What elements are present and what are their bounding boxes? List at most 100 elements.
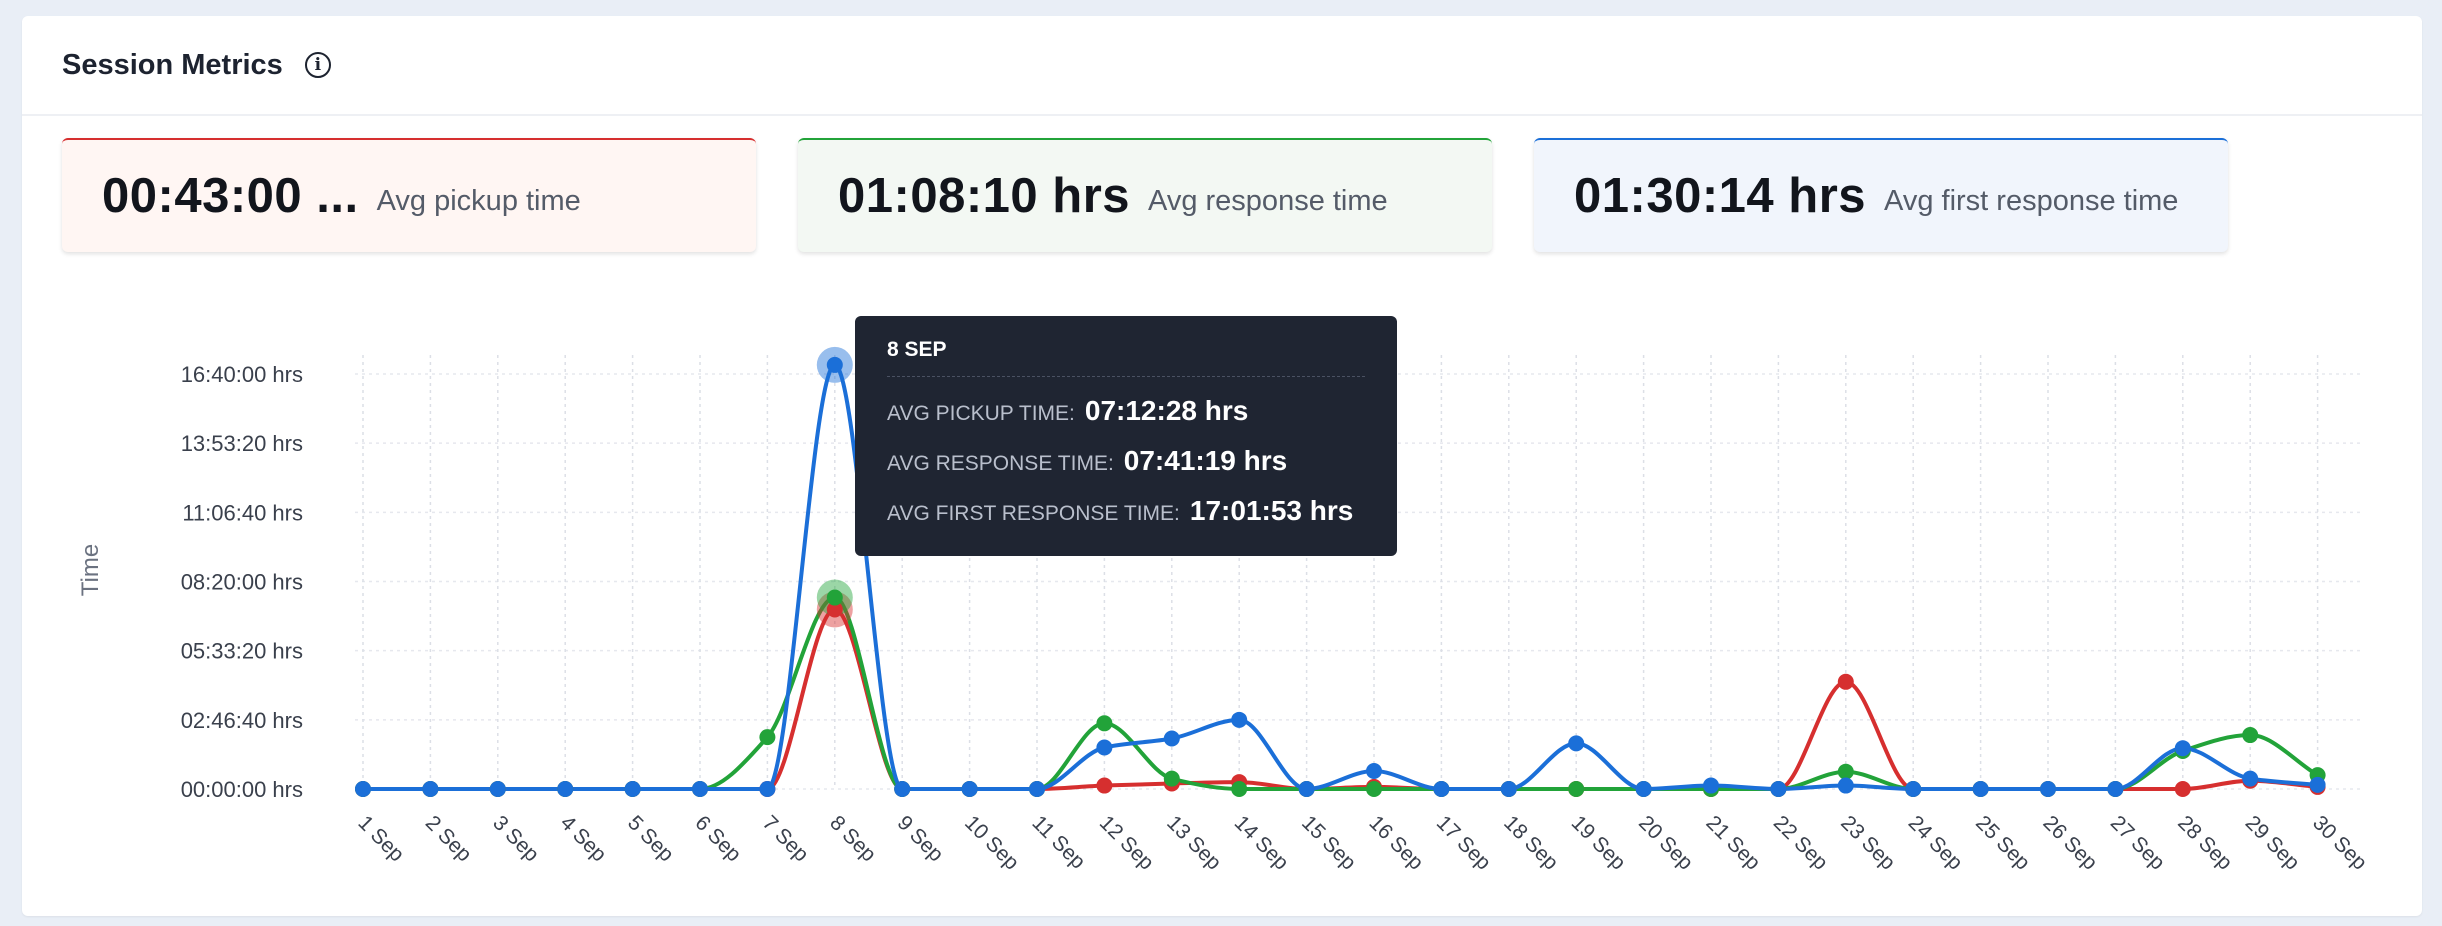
x-tick-label: 11 Sep — [1027, 811, 1089, 873]
data-point — [1163, 730, 1180, 747]
data-point — [1837, 763, 1854, 780]
data-point — [1163, 770, 1180, 787]
x-tick-label: 24 Sep — [1904, 811, 1967, 874]
data-point — [624, 781, 641, 797]
data-point — [1905, 781, 1922, 797]
x-tick-label: 16 Sep — [1364, 811, 1427, 874]
data-point — [1837, 777, 1854, 794]
x-tick-label: 20 Sep — [1634, 811, 1697, 874]
data-point — [826, 601, 843, 618]
y-tick-label: 11:06:40 hrs — [182, 500, 303, 525]
data-point — [1500, 781, 1517, 797]
info-icon[interactable]: i — [304, 52, 331, 78]
data-point — [1837, 673, 1854, 690]
data-point — [1096, 739, 1113, 756]
data-point — [1366, 781, 1382, 797]
x-tick-label: 27 Sep — [2106, 811, 2169, 874]
y-tick-label: 00:00:00 hrs — [181, 777, 303, 802]
data-point — [894, 781, 911, 797]
data-point — [1096, 777, 1113, 794]
data-point — [355, 781, 371, 797]
tooltip-value: 07:41:19 hrs — [1123, 445, 1288, 476]
data-point — [1096, 715, 1113, 732]
x-tick-label: 1 Sep — [353, 811, 408, 866]
data-point — [1298, 781, 1315, 797]
data-point — [1770, 781, 1787, 797]
tooltip-row-pickup: AVG PICKUP TIME: 07:12:28 hrs — [887, 395, 1365, 427]
data-point — [1568, 735, 1585, 752]
kpi-avg-first-response-time: 01:30:14 hrs Avg first response time — [1534, 138, 2228, 252]
tooltip-row-first-response: AVG FIRST RESPONSE TIME: 17:01:53 hrs — [887, 495, 1365, 527]
data-point — [1433, 781, 1450, 797]
tooltip-date: 8 SEP — [887, 338, 1365, 377]
kpi-label: Avg response time — [1148, 184, 1388, 217]
y-tick-label: 13:53:20 hrs — [181, 431, 303, 456]
x-tick-label: 14 Sep — [1230, 811, 1293, 874]
data-point — [961, 781, 978, 797]
x-tick-label: 15 Sep — [1297, 811, 1360, 874]
tooltip-value: 17:01:53 hrs — [1189, 495, 1354, 526]
kpi-value: 00:43:00 ... — [102, 169, 359, 223]
data-point — [2174, 781, 2191, 797]
x-tick-label: 12 Sep — [1095, 811, 1158, 874]
x-tick-label: 25 Sep — [1971, 811, 2034, 874]
data-point — [1635, 781, 1652, 797]
data-point — [1972, 781, 1989, 797]
x-tick-label: 26 Sep — [2038, 811, 2101, 874]
data-point — [826, 356, 843, 373]
panel-header: Session Metrics i — [22, 16, 2422, 116]
data-point — [759, 781, 776, 797]
x-tick-label: 7 Sep — [758, 811, 813, 866]
series-line-1 — [362, 595, 2319, 792]
y-tick-label: 08:20:00 hrs — [181, 570, 303, 595]
tooltip-label: AVG PICKUP TIME: — [887, 402, 1075, 425]
x-tick-label: 3 Sep — [488, 811, 543, 866]
x-tick-label: 2 Sep — [421, 811, 476, 866]
x-tick-label: 23 Sep — [1836, 811, 1899, 874]
x-tick-label: 13 Sep — [1162, 811, 1225, 874]
data-point — [1568, 781, 1585, 797]
y-tick-label: 02:46:40 hrs — [181, 708, 303, 733]
tooltip-label: AVG RESPONSE TIME: — [887, 452, 1114, 475]
kpi-label: Avg pickup time — [376, 184, 581, 217]
kpi-value: 01:08:10 hrs — [838, 169, 1131, 223]
x-tick-label: 4 Sep — [556, 811, 611, 866]
tooltip-row-response: AVG RESPONSE TIME: 07:41:19 hrs — [887, 445, 1365, 477]
x-tick-label: 30 Sep — [2308, 811, 2371, 874]
series-line-0 — [362, 607, 2318, 792]
page-title: Session Metrics — [62, 48, 283, 81]
kpi-avg-pickup-time: 00:43:00 ... Avg pickup time — [62, 138, 756, 252]
data-point — [2242, 727, 2259, 744]
x-tick-label: 10 Sep — [960, 811, 1023, 874]
x-tick-label: 5 Sep — [623, 811, 678, 866]
data-point — [759, 729, 776, 746]
data-point — [1231, 781, 1248, 797]
series-line-2 — [362, 362, 2318, 792]
tooltip-value: 07:12:28 hrs — [1084, 395, 1249, 426]
y-tick-label: 16:40:00 hrs — [181, 362, 303, 387]
x-tick-label: 28 Sep — [2173, 811, 2236, 874]
x-tick-label: 9 Sep — [893, 811, 948, 866]
chart-tooltip: 8 SEP AVG PICKUP TIME: 07:12:28 hrs AVG R… — [855, 316, 1397, 556]
y-axis-title: Time — [77, 544, 104, 596]
data-point — [826, 589, 843, 606]
data-point — [1231, 711, 1248, 728]
data-point — [489, 781, 506, 797]
kpi-value: 01:30:14 hrs — [1574, 169, 1867, 223]
x-tick-label: 6 Sep — [690, 811, 745, 866]
data-point — [692, 781, 708, 797]
y-tick-label: 05:33:20 hrs — [181, 639, 303, 664]
data-point — [2309, 776, 2326, 793]
x-tick-label: 8 Sep — [825, 811, 880, 866]
x-tick-label: 29 Sep — [2241, 811, 2304, 874]
x-tick-label: 21 Sep — [1701, 811, 1764, 874]
data-point — [422, 781, 439, 797]
data-point — [1703, 777, 1719, 794]
data-point — [1029, 781, 1045, 797]
data-point — [557, 781, 574, 797]
data-point — [2242, 770, 2259, 787]
x-tick-label: 22 Sep — [1769, 811, 1832, 874]
data-point — [2174, 740, 2191, 757]
x-tick-label: 17 Sep — [1432, 811, 1495, 874]
